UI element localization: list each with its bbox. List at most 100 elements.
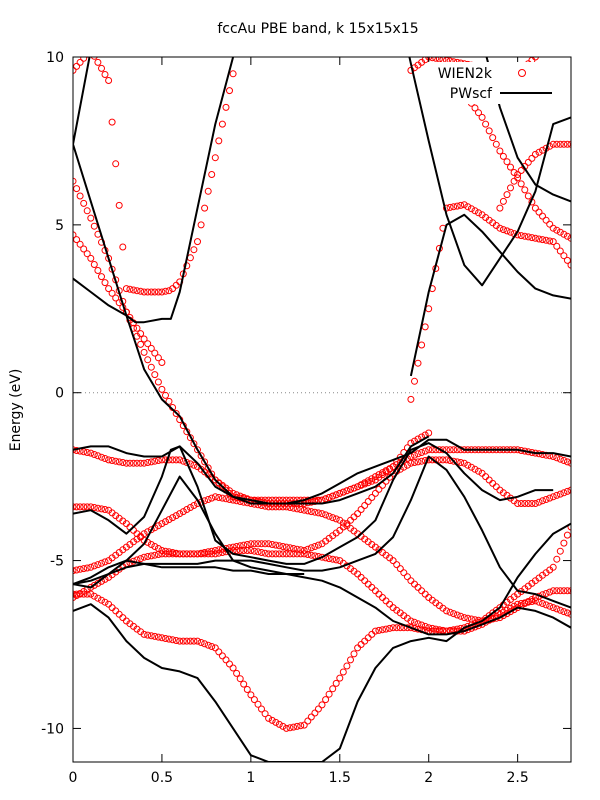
wien2k-point: [531, 234, 539, 242]
wien2k-point: [73, 236, 81, 244]
wien2k-point: [158, 385, 166, 393]
wien2k-point: [297, 506, 305, 513]
wien2k-point: [304, 507, 312, 515]
wien2k-point: [250, 540, 258, 548]
wien2k-point: [236, 542, 244, 550]
wien2k-point: [332, 491, 340, 499]
wien2k-point: [535, 498, 543, 506]
wien2k-point: [240, 680, 248, 688]
wien2k-point: [563, 487, 571, 495]
wien2k-point: [272, 550, 280, 558]
wien2k-point: [76, 240, 84, 248]
pwscf-band-7: [73, 559, 571, 636]
wien2k-point: [531, 500, 539, 507]
wien2k-point: [499, 612, 507, 620]
wien2k-point: [73, 590, 77, 598]
wien2k-point: [83, 590, 91, 598]
wien2k-point: [503, 158, 511, 166]
wien2k-point: [421, 447, 429, 455]
wien2k-point: [211, 493, 219, 501]
wien2k-point: [343, 487, 351, 495]
wien2k-point: [140, 459, 148, 467]
wien2k-point: [101, 455, 109, 462]
wien2k-point: [122, 285, 130, 293]
wien2k-point: [183, 459, 191, 466]
wien2k-point: [450, 203, 458, 211]
wien2k-point: [275, 720, 283, 728]
wien2k-point: [76, 503, 84, 511]
wien2k-point: [279, 543, 287, 550]
wien2k-point: [450, 457, 458, 465]
wien2k-point: [226, 496, 233, 503]
wien2k-point: [563, 458, 571, 466]
wien2k-point: [208, 643, 216, 650]
wien2k-point: [215, 549, 223, 557]
wien2k-point: [539, 236, 546, 244]
wien2k-point: [76, 58, 84, 66]
wien2k-point: [524, 158, 532, 166]
wien2k-point: [204, 464, 212, 472]
wien2k-point: [336, 489, 344, 497]
wien2k-point: [499, 226, 507, 234]
wien2k-point: [542, 236, 550, 244]
wien2k-point: [517, 180, 525, 188]
wien2k-point: [165, 516, 173, 524]
wien2k-point: [165, 397, 173, 405]
wien2k-point: [98, 596, 105, 604]
wien2k-point: [197, 639, 205, 646]
wien2k-point: [364, 479, 372, 487]
wien2k-point: [137, 555, 145, 563]
wien2k-point: [268, 541, 276, 548]
wien2k-band-3: [73, 446, 571, 507]
wien2k-point: [140, 335, 148, 343]
wien2k-point: [265, 714, 273, 722]
wien2k-point: [94, 452, 102, 460]
wien2k-point: [94, 267, 102, 274]
wien2k-point: [556, 490, 564, 498]
wien2k-point: [539, 212, 546, 220]
wien2k-point: [386, 624, 394, 632]
wien2k-point: [233, 547, 241, 554]
wien2k-point: [272, 541, 280, 549]
wien2k-point: [140, 553, 148, 561]
wien2k-point: [162, 550, 169, 558]
wien2k-point: [379, 626, 386, 634]
wien2k-point: [80, 245, 88, 253]
wien2k-point: [542, 601, 550, 609]
wien2k-point: [457, 201, 465, 209]
wien2k-point: [347, 656, 354, 664]
wien2k-point: [549, 604, 557, 612]
wien2k-point: [307, 551, 315, 559]
wien2k-point: [204, 496, 212, 503]
wien2k-point: [126, 285, 134, 293]
wien2k-point: [318, 553, 326, 561]
wien2k-point: [389, 557, 397, 565]
wien2k-point: [307, 544, 315, 552]
wien2k-point: [446, 203, 454, 211]
wien2k-point: [76, 565, 84, 573]
wien2k-point: [375, 485, 383, 493]
wien2k-point: [531, 57, 539, 61]
wien2k-point: [546, 602, 554, 610]
wien2k-point: [311, 543, 319, 550]
wien2k-point: [130, 286, 137, 294]
wien2k-point: [535, 598, 543, 606]
wien2k-point: [275, 542, 283, 550]
wien2k-band-8: [73, 231, 166, 366]
wien2k-point: [339, 488, 347, 496]
wien2k-point: [108, 289, 116, 297]
wien2k-point: [510, 606, 518, 614]
y-tick-label: 10: [46, 50, 64, 66]
wien2k-point: [226, 660, 233, 668]
wien2k-point: [165, 287, 173, 295]
wien2k-point: [87, 214, 95, 222]
wien2k-point: [76, 192, 84, 200]
wien2k-point: [154, 288, 162, 296]
wien2k-point: [147, 526, 155, 534]
wien2k-point: [197, 550, 205, 558]
wien2k-point: [300, 506, 308, 514]
wien2k-point: [144, 631, 152, 639]
wien2k-point: [357, 506, 365, 513]
wien2k-point: [87, 590, 95, 598]
wien2k-point: [560, 140, 568, 148]
